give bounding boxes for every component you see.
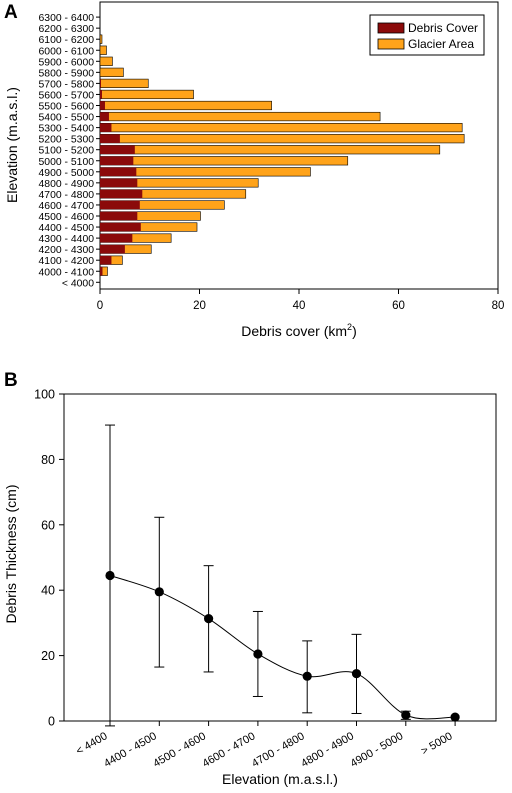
y-tick-label-a: 4100 - 4200	[39, 256, 95, 267]
y-axis-label-b: Debris Thickness (cm)	[3, 485, 19, 624]
bar-debris-cover	[100, 134, 120, 143]
data-point	[105, 570, 115, 581]
bar-debris-cover	[100, 244, 125, 254]
x-tick-label-b: < 4400	[74, 730, 109, 757]
y-tick-label-a: 5300 - 5400	[39, 124, 95, 135]
y-tick-label-a: 5800 - 5900	[39, 68, 95, 79]
bar-debris-cover	[100, 222, 141, 232]
bar-debris-cover	[100, 200, 140, 210]
y-tick-label-a: 4500 - 4600	[39, 212, 95, 223]
bar-glacier-area	[99, 145, 441, 155]
y-tick-label-a: 4600 - 4700	[39, 201, 95, 212]
x-axis-label-b: Elevation (m.a.s.l.)	[222, 771, 338, 787]
y-tick-label-a: 5200 - 5300	[39, 135, 95, 146]
bar-debris-cover	[100, 79, 101, 88]
y-tick-label-a: 4400 - 4500	[39, 223, 95, 234]
data-point	[450, 712, 460, 722]
bar-debris-cover	[100, 233, 133, 243]
data-point	[351, 668, 362, 679]
bar-glacier-area	[99, 89, 194, 100]
y-tick-label-a: 6100 - 6200	[39, 35, 95, 46]
y-tick-label-a: 5900 - 6000	[39, 57, 95, 68]
thickness-curve	[109, 575, 456, 720]
y-tick-label-a: 4200 - 4300	[39, 245, 95, 256]
x-tick-label-a: 20	[193, 300, 206, 312]
plot-frame-b	[63, 393, 497, 722]
x-tick-label-a: 80	[492, 300, 505, 312]
bar-glacier-area	[99, 134, 465, 144]
x-tick-label-a: 0	[97, 300, 103, 312]
bar-glacier-area	[99, 123, 463, 133]
data-point	[154, 587, 164, 597]
y-tick-label-a: 5400 - 5500	[39, 113, 95, 124]
x-tick-label-b: 4900 - 5000	[348, 730, 405, 770]
data-point	[401, 710, 411, 720]
x-axis-label-a: Debris cover (km2)	[241, 322, 356, 339]
y-tick-label-a: 4800 - 4900	[39, 179, 95, 190]
data-point	[253, 649, 263, 659]
x-tick-label-b: 4400 - 4500	[102, 730, 159, 770]
y-tick-label-b: 100	[34, 388, 55, 402]
y-tick-label-a: 6200 - 6300	[39, 24, 95, 35]
data-point	[302, 671, 312, 681]
y-tick-label-b: 60	[41, 518, 55, 532]
bar-debris-cover	[100, 266, 103, 276]
x-tick-label-b: > 5000	[419, 730, 454, 757]
y-tick-label-b: 40	[41, 584, 55, 598]
bar-debris-cover	[100, 178, 138, 188]
legend-swatch-glacier	[377, 38, 405, 50]
y-tick-label-a: 5000 - 5100	[39, 157, 95, 168]
y-tick-label-a: 5600 - 5700	[39, 90, 95, 101]
legend-label-debris: Debris Cover	[408, 21, 478, 35]
legend-label-glacier: Glacier Area	[408, 37, 474, 51]
y-tick-label-b: 0	[48, 715, 55, 729]
y-tick-label-b: 80	[41, 453, 55, 467]
y-tick-label-a: 4000 - 4100	[39, 267, 95, 278]
bar-glacier-area	[99, 67, 124, 77]
x-tick-label-a: 60	[392, 300, 405, 312]
y-tick-label-a: 4700 - 4800	[39, 190, 95, 201]
x-tick-label-b: 4700 - 4800	[250, 730, 307, 770]
bar-debris-cover	[100, 90, 102, 99]
x-tick-label-b: 4800 - 4900	[299, 730, 356, 770]
panel-label-b: B	[4, 370, 18, 391]
y-tick-label-a: 5100 - 5200	[39, 146, 95, 157]
bar-glacier-area	[99, 45, 107, 55]
y-tick-label-a: 6300 - 6400	[39, 13, 95, 24]
bar-debris-cover	[100, 112, 109, 121]
y-tick-label-a: 5500 - 5600	[39, 102, 95, 113]
y-axis-label-a: Elevation (m.a.s.l.)	[4, 87, 20, 203]
bar-glacier-area	[99, 78, 149, 88]
y-tick-label-a: 5700 - 5800	[39, 79, 95, 90]
bar-debris-cover	[100, 156, 134, 166]
y-tick-label-a: 4300 - 4400	[39, 234, 95, 245]
bar-glacier-area	[99, 56, 113, 66]
panel-label-a: A	[4, 2, 18, 23]
x-tick-label-b: 4500 - 4600	[151, 730, 208, 770]
y-tick-label-b: 20	[41, 649, 55, 663]
bar-debris-cover	[100, 211, 138, 221]
bar-glacier-area	[99, 100, 272, 111]
y-tick-label-a: 4900 - 5000	[39, 168, 95, 179]
bar-debris-cover	[100, 167, 137, 177]
x-tick-label-b: 4600 - 4700	[201, 730, 258, 770]
bar-debris-cover	[100, 101, 105, 110]
y-tick-label-a: 6000 - 6100	[39, 46, 95, 57]
bar-debris-cover	[100, 189, 143, 199]
x-tick-label-a: 40	[293, 300, 306, 312]
data-point	[204, 614, 214, 624]
legend: Debris Cover Glacier Area	[369, 14, 485, 56]
bar-debris-cover	[100, 255, 112, 265]
legend-swatch-debris	[377, 22, 405, 34]
bar-glacier-area	[99, 156, 349, 166]
bar-debris-cover	[100, 123, 112, 132]
bar-glacier-area	[99, 111, 381, 122]
bar-debris-cover	[100, 145, 135, 154]
bar-glacier-area	[99, 34, 103, 44]
y-tick-label-a: < 4000	[62, 278, 94, 289]
